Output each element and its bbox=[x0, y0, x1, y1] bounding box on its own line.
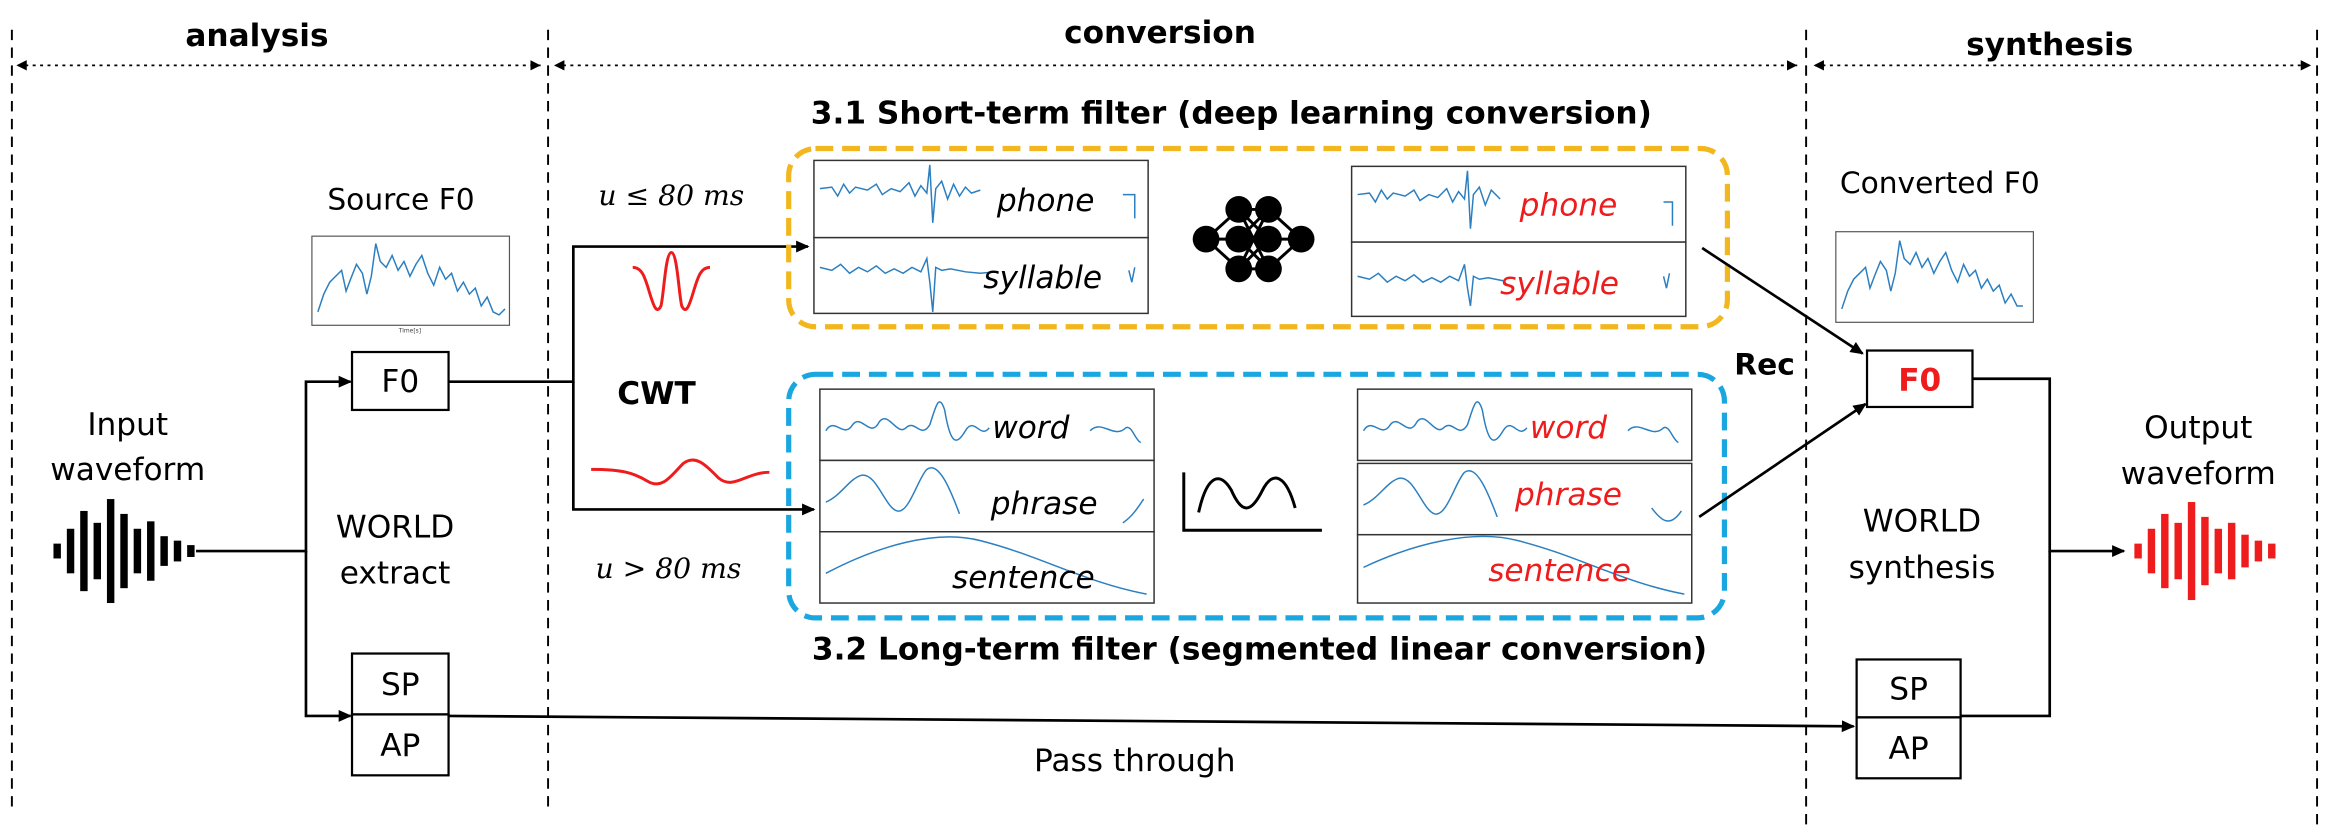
world-synthesis-label-1: WORLD bbox=[1863, 504, 1981, 540]
sentence-converted-plot bbox=[1356, 533, 1693, 604]
syllable-converted-plot bbox=[1350, 241, 1687, 318]
converted-f0-label: Converted F0 bbox=[1840, 166, 2040, 201]
phrase-label: phrase bbox=[990, 486, 1098, 522]
neural-network-icon bbox=[1192, 196, 1315, 283]
output-waveform-label-1: Output bbox=[2144, 410, 2252, 446]
cwt-connectors bbox=[448, 240, 816, 516]
section-conversion: conversion bbox=[1064, 15, 1256, 51]
phrase-plot bbox=[819, 459, 1155, 533]
section-analysis: analysis bbox=[185, 18, 328, 54]
source-ap-box-label: AP bbox=[380, 728, 420, 764]
short-term-frame bbox=[786, 145, 1731, 330]
input-waveform-label-1: Input bbox=[87, 407, 168, 443]
pass-through-arrow bbox=[448, 714, 1856, 733]
long-term-frame bbox=[786, 371, 1728, 621]
source-sp-box-label: SP bbox=[381, 667, 420, 703]
sentence-label: sentence bbox=[952, 560, 1095, 596]
short-wavelet-icon bbox=[632, 251, 711, 311]
u-long-label: u > 80 ms bbox=[595, 552, 741, 585]
long-wavelet-icon bbox=[591, 458, 770, 486]
section-synthesis: synthesis bbox=[1966, 27, 2133, 63]
world-synthesis-label-2: synthesis bbox=[1849, 550, 1996, 586]
word-plot bbox=[819, 388, 1155, 462]
source-sp-box bbox=[350, 652, 450, 716]
source-f0-label: Source F0 bbox=[327, 182, 474, 217]
source-f0-plot: Time[s] bbox=[311, 235, 511, 335]
cwt-label: CWT bbox=[617, 376, 696, 412]
source-ap-box bbox=[350, 713, 450, 777]
svg-text:Time[s]: Time[s] bbox=[398, 328, 421, 335]
converted-sp-box bbox=[1855, 658, 1962, 719]
word-label: word bbox=[992, 410, 1069, 446]
converted-ap-box bbox=[1855, 716, 1962, 780]
short-term-title: 3.1 Short-term filter (deep learning con… bbox=[811, 95, 1652, 131]
word-converted-plot bbox=[1356, 388, 1693, 462]
pass-through-label: Pass through bbox=[1034, 743, 1235, 779]
converted-f0-box bbox=[1865, 349, 1974, 409]
linear-conversion-icon bbox=[1182, 472, 1322, 532]
phone-converted-label: phone bbox=[1519, 187, 1618, 223]
output-waveform-icon bbox=[2134, 502, 2276, 601]
rec-label: Rec bbox=[1734, 347, 1795, 382]
phrase-converted-plot bbox=[1356, 462, 1693, 536]
word-converted-label: word bbox=[1530, 410, 1607, 446]
syllable-label: syllable bbox=[983, 260, 1102, 296]
input-waveform-label-2: waveform bbox=[50, 452, 205, 488]
world-extract-label-2: extract bbox=[340, 556, 451, 592]
phone-label: phone bbox=[996, 183, 1095, 219]
u-short-label: u ≤ 80 ms bbox=[598, 179, 744, 212]
sentence-plot bbox=[819, 530, 1155, 604]
world-extract-label-1: WORLD bbox=[336, 510, 454, 546]
section-dividers bbox=[10, 29, 2319, 825]
long-term-title: 3.2 Long-term filter (segmented linear c… bbox=[812, 631, 1707, 667]
input-waveform-icon bbox=[53, 499, 195, 604]
converted-f0-box-label: F0 bbox=[1898, 363, 1941, 399]
converted-f0-plot bbox=[1835, 231, 2034, 323]
syllable-plot bbox=[813, 236, 1149, 315]
syllable-converted-label: syllable bbox=[1500, 266, 1619, 302]
synthesis-connectors bbox=[1960, 377, 2126, 718]
converted-sp-box-label: SP bbox=[1889, 672, 1928, 708]
phrase-converted-label: phrase bbox=[1514, 477, 1622, 513]
phone-plot bbox=[813, 159, 1149, 239]
source-f0-box bbox=[350, 350, 450, 412]
sentence-converted-label: sentence bbox=[1488, 553, 1631, 589]
input-connectors bbox=[196, 375, 353, 722]
rec-connectors bbox=[1698, 246, 1867, 518]
output-waveform-label-2: waveform bbox=[2121, 456, 2276, 492]
source-f0-box-label: F0 bbox=[381, 364, 419, 400]
converted-ap-box-label: AP bbox=[1889, 731, 1929, 767]
phone-converted-plot bbox=[1350, 165, 1687, 243]
